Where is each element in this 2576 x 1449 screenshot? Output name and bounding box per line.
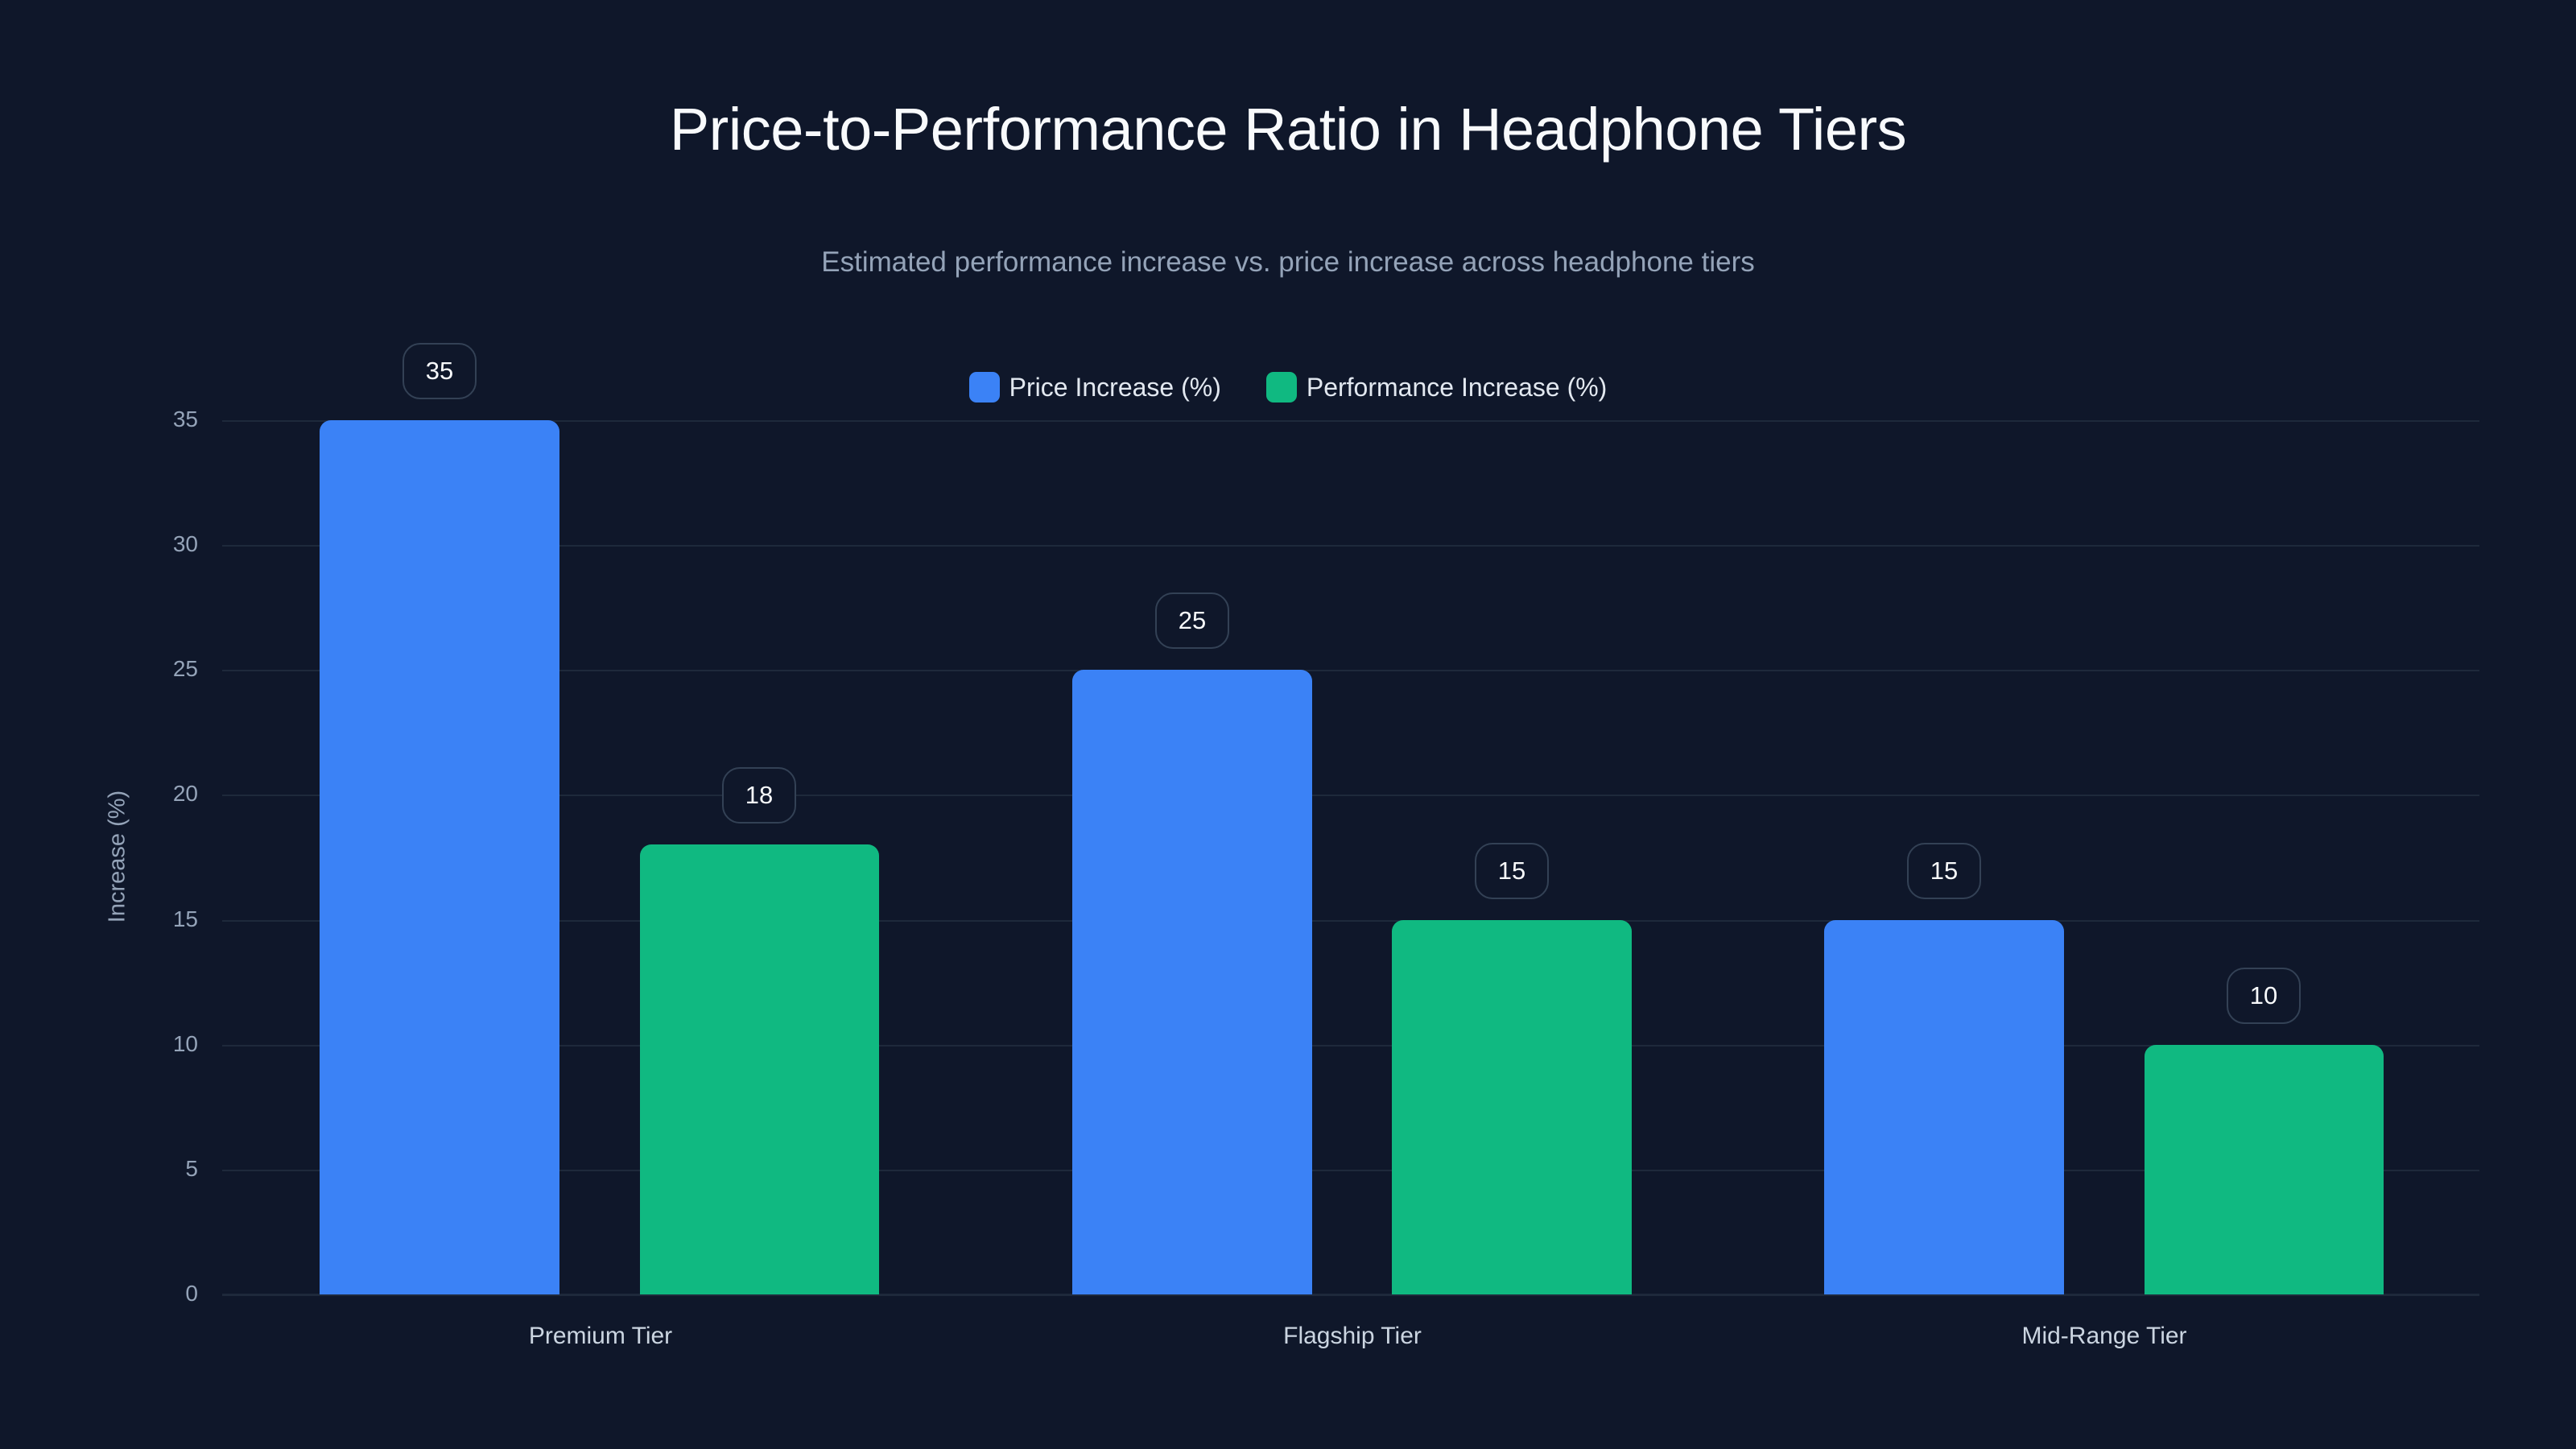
y-tick-30: 30 — [172, 531, 198, 556]
legend-swatch-performance — [1265, 372, 1297, 402]
chart-subtitle: Estimated performance increase vs. price… — [821, 246, 1755, 278]
x-label-midrange: Mid-Range Tier — [2021, 1323, 2187, 1349]
legend: Price Increase (%) Performance Increase … — [0, 372, 2576, 402]
legend-label-price: Price Increase (%) — [1009, 372, 1221, 402]
y-tick-20: 20 — [172, 781, 198, 806]
legend-item-price[interactable]: Price Increase (%) — [968, 372, 1221, 402]
gridline-25 — [222, 670, 2479, 671]
legend-label-performance: Performance Increase (%) — [1306, 372, 1608, 402]
y-tick-15: 15 — [172, 906, 198, 931]
x-label-flagship: Flagship Tier — [1283, 1323, 1422, 1349]
bar-midrange-price[interactable] — [1824, 920, 2064, 1294]
legend-item-performance[interactable]: Performance Increase (%) — [1265, 372, 1608, 402]
gridline-30 — [222, 545, 2479, 547]
bar-midrange-performance[interactable] — [2145, 1045, 2384, 1294]
y-axis-title: Increase (%) — [104, 790, 130, 923]
y-tick-10: 10 — [172, 1031, 198, 1056]
gridline-15 — [222, 920, 2479, 922]
x-label-premium: Premium Tier — [528, 1323, 673, 1349]
y-tick-0: 0 — [185, 1281, 198, 1306]
x-axis-baseline — [222, 1294, 2479, 1296]
value-label-premium-price: 35 — [402, 343, 477, 399]
bar-flagship-price[interactable] — [1072, 670, 1312, 1294]
gridline-5 — [222, 1170, 2479, 1171]
gridline-20 — [222, 795, 2479, 796]
y-tick-25: 25 — [172, 656, 198, 681]
legend-swatch-price — [968, 372, 1000, 402]
value-label-flagship-performance: 15 — [1475, 843, 1549, 899]
bar-flagship-performance[interactable] — [1392, 920, 1632, 1294]
value-label-premium-performance: 18 — [722, 767, 796, 824]
gridline-35 — [222, 420, 2479, 422]
gridline-10 — [222, 1045, 2479, 1046]
y-tick-5: 5 — [185, 1156, 198, 1181]
plot-area: 35 18 25 15 15 10 — [222, 343, 2479, 1296]
bar-premium-price[interactable] — [320, 420, 559, 1294]
bar-premium-performance[interactable] — [640, 844, 879, 1294]
chart-title: Price-to-Performance Ratio in Headphone … — [669, 96, 1907, 163]
y-tick-35: 35 — [172, 407, 198, 431]
value-label-flagship-price: 25 — [1155, 592, 1229, 649]
value-label-midrange-price: 15 — [1907, 843, 1981, 899]
value-label-midrange-performance: 10 — [2227, 968, 2301, 1024]
